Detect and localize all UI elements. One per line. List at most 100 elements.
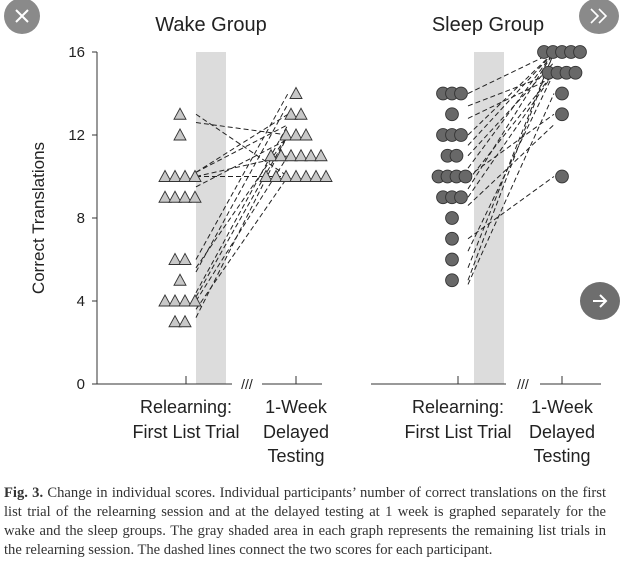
data-point-triangle xyxy=(284,148,298,162)
data-point-triangle xyxy=(168,190,182,203)
panel-title: Wake Group xyxy=(155,14,267,36)
data-point-circle xyxy=(458,169,473,184)
data-point-circle xyxy=(445,231,459,246)
data-point-triangle xyxy=(314,148,328,162)
x-category-label: Relearning: xyxy=(412,397,504,417)
participant-line xyxy=(467,51,555,268)
double-chevron-right-icon xyxy=(590,8,608,24)
data-point-triangle xyxy=(178,169,192,182)
data-point-circle xyxy=(555,86,569,101)
data-point-triangle xyxy=(289,128,303,141)
x-category-label: First List Trial xyxy=(132,422,239,442)
x-category-label: 1-Week xyxy=(531,397,594,417)
participant-line xyxy=(195,134,289,318)
x-category-label: First List Trial xyxy=(404,422,511,442)
data-point-triangle xyxy=(264,148,278,162)
participant-line xyxy=(195,138,289,188)
relearning-trials-shade xyxy=(196,52,226,384)
data-point-circle xyxy=(454,86,468,101)
relearning-trials-shade xyxy=(474,52,504,384)
y-tick-label: 16 xyxy=(68,44,85,61)
x-category-label: Testing xyxy=(533,446,590,466)
data-point-triangle xyxy=(299,128,313,141)
participant-line xyxy=(467,51,555,136)
y-tick-label: 12 xyxy=(68,127,85,144)
y-tick-label: 4 xyxy=(77,293,85,310)
data-point-triangle xyxy=(279,169,293,182)
data-point-triangle xyxy=(158,294,172,307)
close-icon xyxy=(15,9,29,23)
x-category-label: Delayed xyxy=(529,422,595,442)
data-point-circle xyxy=(573,45,587,59)
data-point-triangle xyxy=(173,128,187,141)
data-point-triangle xyxy=(168,252,182,265)
data-point-triangle xyxy=(158,169,172,182)
x-category-label: 1-Week xyxy=(265,397,328,417)
data-point-triangle xyxy=(289,86,303,99)
data-point-triangle xyxy=(173,107,187,120)
data-point-triangle xyxy=(168,169,182,182)
data-point-triangle xyxy=(168,314,182,328)
participant-line xyxy=(467,51,555,169)
data-point-triangle xyxy=(178,314,192,328)
participant-line xyxy=(467,51,555,146)
data-point-triangle xyxy=(178,294,192,307)
participant-line xyxy=(467,72,555,252)
participant-line xyxy=(467,176,555,240)
y-axis-label: Correct Translations xyxy=(29,142,48,294)
data-point-triangle xyxy=(289,169,303,182)
arrow-right-icon xyxy=(593,294,608,308)
data-point-circle xyxy=(449,148,464,163)
participant-line xyxy=(467,51,555,190)
data-point-triangle xyxy=(269,169,283,182)
data-point-triangle xyxy=(304,148,318,162)
participant-line xyxy=(195,134,289,298)
data-point-triangle xyxy=(294,107,308,120)
data-point-triangle xyxy=(294,148,308,162)
arrow-right-button[interactable] xyxy=(580,282,620,320)
data-point-triangle xyxy=(259,169,273,182)
data-point-circle xyxy=(454,128,468,142)
data-point-circle xyxy=(445,252,459,267)
data-point-triangle xyxy=(188,169,202,182)
chart: 0 4 8 12 16 Correct Translations /// Wake Group… xyxy=(29,14,601,466)
data-point-triangle xyxy=(299,169,313,182)
data-point-triangle xyxy=(274,148,288,162)
participant-line xyxy=(195,134,289,269)
data-point-circle xyxy=(445,107,459,122)
figure-caption: Fig. 3. Change in individual scores. Ind… xyxy=(4,484,606,560)
participant-line xyxy=(467,93,555,285)
data-point-triangle xyxy=(279,128,293,141)
data-point-circle xyxy=(445,273,459,288)
data-point-triangle xyxy=(188,294,202,307)
data-point-triangle xyxy=(319,169,333,182)
axis-break-mark: /// xyxy=(241,376,253,392)
data-point-circle xyxy=(568,65,583,80)
participant-line xyxy=(195,113,289,173)
data-point-circle xyxy=(555,169,569,184)
data-point-triangle xyxy=(284,107,298,120)
data-point-triangle xyxy=(168,294,182,307)
x-category-label: Testing xyxy=(267,446,324,466)
data-point-circle xyxy=(555,107,569,122)
data-point-triangle xyxy=(158,190,172,203)
data-point-triangle xyxy=(178,252,192,265)
participant-line xyxy=(467,72,555,198)
participant-line xyxy=(467,62,555,157)
data-point-circle xyxy=(454,190,468,205)
data-point-triangle xyxy=(309,169,323,182)
x-category-label: Delayed xyxy=(263,422,329,442)
participant-line xyxy=(195,155,289,302)
caption-text: Change in individual scores. Individual … xyxy=(4,485,606,559)
participant-line xyxy=(195,124,289,173)
close-button[interactable] xyxy=(4,0,40,34)
axis-break-mark: /// xyxy=(517,376,529,392)
next-button[interactable] xyxy=(579,0,619,34)
data-point-triangle xyxy=(178,190,192,203)
x-category-label: Relearning: xyxy=(140,397,232,417)
data-point-triangle xyxy=(188,190,202,203)
y-tick-label: 0 xyxy=(77,376,85,393)
caption-label: Fig. 3. xyxy=(4,485,44,501)
data-point-circle xyxy=(445,211,459,225)
panel-title: Sleep Group xyxy=(432,14,544,36)
